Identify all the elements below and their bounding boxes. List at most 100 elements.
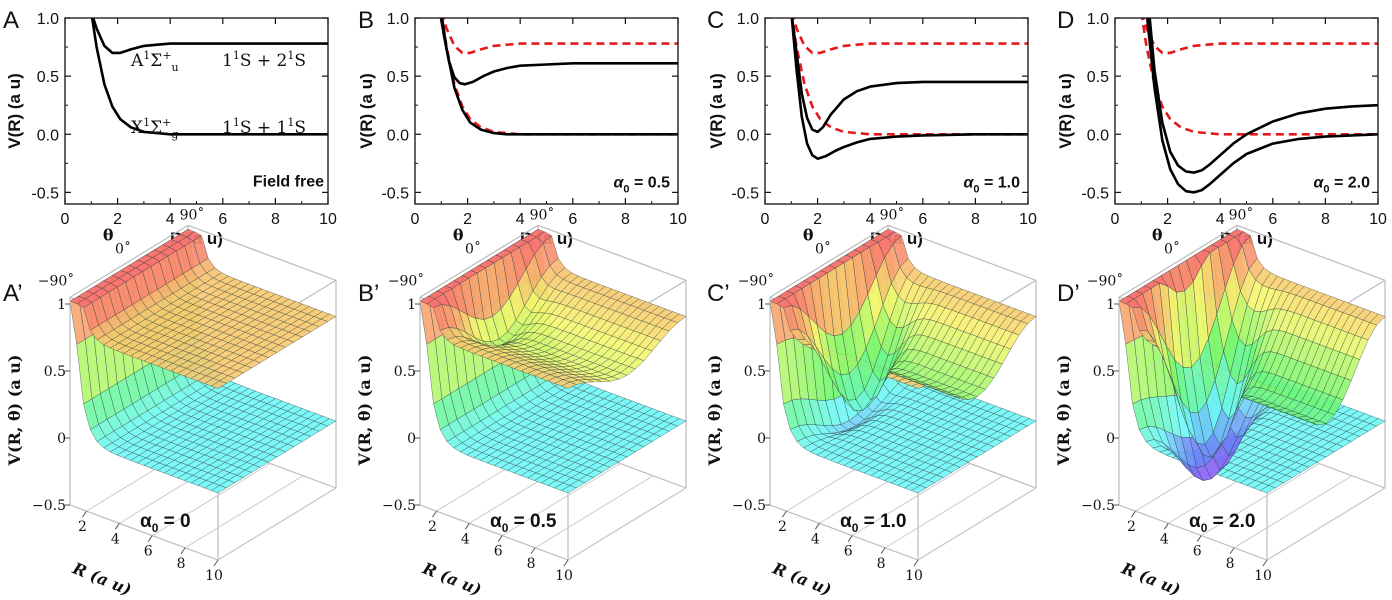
y-tick-label: -0.5 bbox=[381, 185, 409, 202]
floor-grid-line bbox=[917, 487, 1037, 561]
z-tick-label: −0.5 bbox=[732, 498, 766, 514]
series-line-dressed-4 bbox=[1145, 18, 1378, 194]
floor-grid-line bbox=[884, 475, 1004, 549]
r-tick-label: 10 bbox=[1254, 568, 1272, 584]
surface-panel-3: 1 0.5 0 −0.5 2 4 6 8 10 −90˚ 0˚ 90˚ θ V(R, θ) (a u) R … bbox=[705, 206, 1037, 599]
series-line-dressed-4 bbox=[790, 18, 1028, 160]
y-tick-label: 1.0 bbox=[1087, 11, 1109, 28]
x-tick-label: 0 bbox=[411, 211, 420, 228]
r-tick-label: 10 bbox=[905, 568, 923, 584]
y-tick-label: 0.5 bbox=[37, 69, 59, 86]
series-line-field-free-2 bbox=[440, 18, 678, 136]
r-tick bbox=[1229, 547, 1235, 555]
z-tick-label: 1 bbox=[57, 297, 66, 313]
r-tick bbox=[913, 559, 919, 567]
panel-letter: D bbox=[1057, 7, 1074, 34]
panel-letter: C’ bbox=[707, 280, 730, 307]
annotation-text: α0 = 0.5 bbox=[490, 511, 557, 535]
r-tick bbox=[213, 559, 219, 567]
x-tick-label: 0 bbox=[61, 211, 70, 228]
r-axis-title: R (a u) bbox=[1118, 558, 1183, 599]
theta-tick-label: 90˚ bbox=[180, 206, 205, 223]
annotation-text: Field free bbox=[253, 174, 324, 191]
r-tick bbox=[147, 535, 153, 542]
z-tick-label: 0.5 bbox=[744, 364, 766, 380]
z-tick-label: 1 bbox=[1106, 297, 1115, 313]
x-tick-label: 8 bbox=[271, 211, 280, 228]
y-tick-label: 0.0 bbox=[1087, 127, 1109, 144]
x-tick-label: 4 bbox=[866, 211, 875, 228]
r-tick bbox=[82, 510, 87, 518]
theta-tick-label: −90˚ bbox=[388, 272, 425, 289]
series-line-dressed-2 bbox=[90, 18, 328, 136]
series-line-field-free-2 bbox=[1140, 18, 1378, 136]
z-tick-label: 0.5 bbox=[394, 364, 416, 380]
theta-tick-label: 90˚ bbox=[880, 206, 905, 223]
x-tick-label: 2 bbox=[813, 211, 822, 228]
annotation-text: α0 = 0.5 bbox=[613, 175, 670, 196]
theta-tick-label: 90˚ bbox=[1229, 206, 1254, 223]
annotation-text: α0 = 2.0 bbox=[1313, 175, 1370, 196]
x-tick-label: 8 bbox=[1321, 211, 1330, 228]
box-edge-front bbox=[419, 504, 569, 561]
r-tick-label: 6 bbox=[1193, 544, 1202, 560]
r-tick bbox=[814, 523, 820, 530]
box-edge bbox=[69, 224, 189, 298]
z-tick-label: 0.5 bbox=[1093, 364, 1115, 380]
series-line-dressed-3 bbox=[790, 18, 1028, 134]
x-tick-label: 4 bbox=[166, 211, 175, 228]
y-tick-label: 0.5 bbox=[737, 69, 759, 86]
r-axis-title: R (a u) bbox=[419, 558, 484, 599]
x-tick-label: 6 bbox=[568, 211, 577, 228]
x-tick-label: 2 bbox=[463, 211, 472, 228]
r-tick-label: 10 bbox=[555, 568, 573, 584]
surface-facet-upper bbox=[69, 295, 86, 305]
floor-grid-line bbox=[567, 487, 687, 561]
theta-tick-label: −90˚ bbox=[1087, 272, 1124, 289]
r-tick bbox=[497, 535, 503, 542]
y-axis-title: V(R) (a u) bbox=[5, 73, 24, 149]
box-edge-front bbox=[769, 504, 919, 561]
x-tick-label: 8 bbox=[621, 211, 630, 228]
box-edge bbox=[1118, 224, 1238, 298]
state-label-asymptote-upper: 11S + 21S bbox=[222, 49, 306, 71]
r-tick bbox=[847, 535, 853, 542]
y-tick-label: -0.5 bbox=[731, 185, 759, 202]
x-tick-label: 6 bbox=[1268, 211, 1277, 228]
r-tick-label: 8 bbox=[877, 556, 886, 572]
floor-grid-line bbox=[184, 475, 304, 549]
z-tick-label: −0.5 bbox=[382, 498, 416, 514]
panel-letter: B bbox=[358, 7, 374, 34]
y-axis-title: V(R) (a u) bbox=[1056, 73, 1075, 149]
r-tick bbox=[432, 510, 437, 518]
r-tick bbox=[114, 523, 120, 530]
z-tick-label: −0.5 bbox=[32, 498, 66, 514]
series-line-field-free-1 bbox=[1141, 18, 1378, 55]
surface-panel-1: 1 0.5 0 −0.5 2 4 6 8 10 −90˚ 0˚ 90˚ θ V(R, θ) (a u) R … bbox=[3, 206, 337, 599]
state-label-X: X1Σ+g bbox=[131, 116, 178, 141]
box-edge bbox=[1236, 224, 1386, 281]
r-tick bbox=[782, 510, 787, 518]
state-label-A: A1Σ+u bbox=[130, 49, 179, 74]
theta-tick-label: 0˚ bbox=[815, 240, 831, 257]
floor-grid-line bbox=[534, 475, 654, 549]
r-tick-label: 6 bbox=[844, 544, 853, 560]
theta-axis-title: θ bbox=[803, 226, 814, 245]
r-tick bbox=[1262, 559, 1268, 567]
r-tick-label: 4 bbox=[1160, 531, 1169, 547]
surface-facet-upper bbox=[1118, 295, 1135, 305]
series-line-dressed-1 bbox=[91, 18, 328, 55]
theta-tick-label: −90˚ bbox=[738, 272, 775, 289]
x-tick-label: 4 bbox=[516, 211, 525, 228]
annotation-text: α0 = 2.0 bbox=[1189, 511, 1255, 535]
annotation-text: α0 = 0 bbox=[140, 511, 191, 535]
y-tick-label: 0.5 bbox=[387, 69, 409, 86]
r-tick-label: 8 bbox=[177, 556, 186, 572]
r-tick-label: 10 bbox=[205, 568, 223, 584]
series-line-dressed-3 bbox=[439, 18, 678, 86]
r-tick-label: 4 bbox=[811, 531, 820, 547]
